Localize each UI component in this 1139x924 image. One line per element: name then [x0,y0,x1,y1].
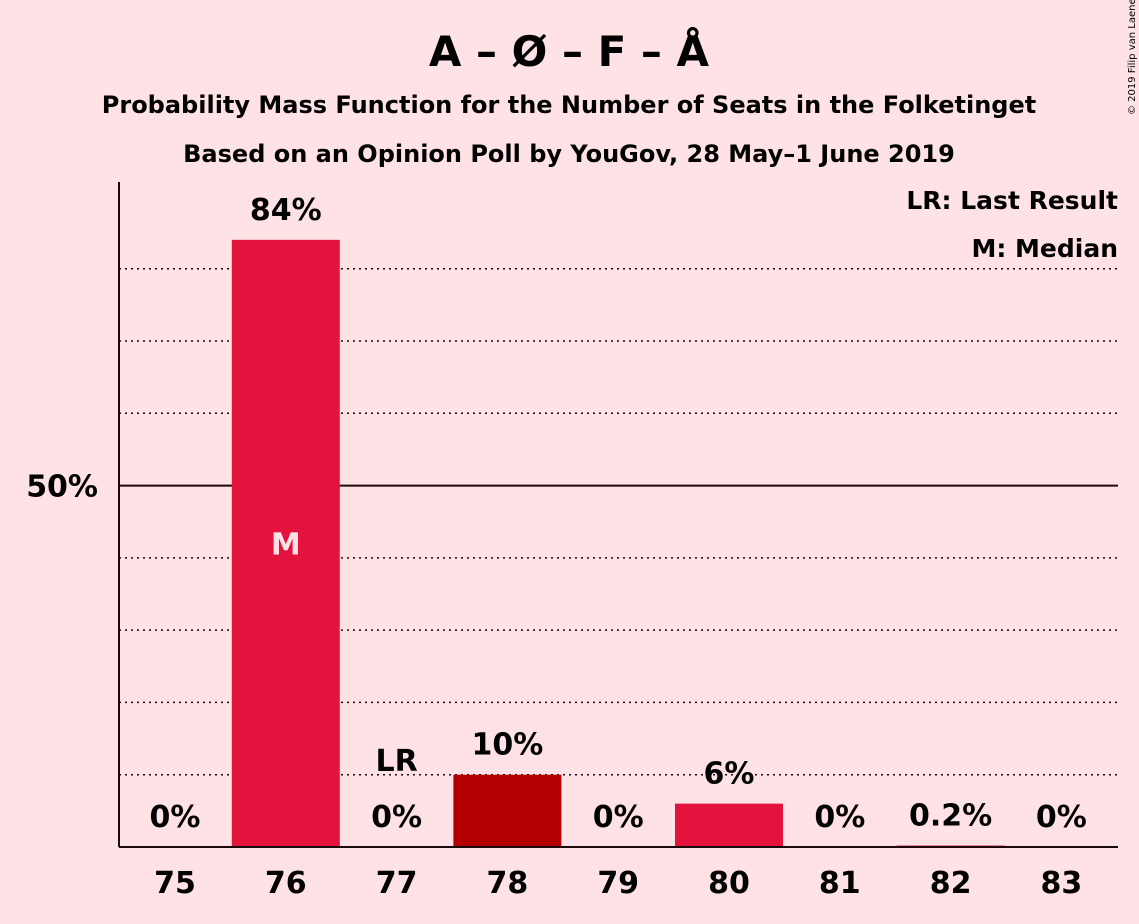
value-label-79: 0% [593,800,644,835]
chart-subtitle-source: Based on an Opinion Poll by YouGov, 28 M… [183,140,955,168]
value-label-75: 0% [150,800,201,835]
y-tick-label: 50% [26,470,98,505]
copyright-note: © 2019 Filip van Laenen [1127,0,1138,115]
x-tick-label-77: 77 [376,866,418,901]
x-tick-label-80: 80 [708,866,750,901]
value-label-80: 6% [704,757,755,792]
value-label-77: 0% [371,800,422,835]
value-label-83: 0% [1036,800,1087,835]
x-tick-label-82: 82 [930,866,972,901]
bar-76 [231,239,340,848]
legend-last-result: LR: Last Result [906,186,1118,215]
value-label-82: 0.2% [909,799,992,834]
bar-78 [453,774,562,847]
x-tick-label-76: 76 [265,866,307,901]
chart-subtitle: Probability Mass Function for the Number… [102,91,1036,119]
bars [231,239,1005,848]
value-labels: 0% 84% M 0% LR 10% 0% 6% 0% 0.2% 0% [150,193,1087,835]
value-label-76: 84% [250,193,322,228]
chart-title: A – Ø – F – Å [429,26,710,76]
axes: 50% 75 76 77 78 79 80 81 82 83 [26,182,1118,901]
median-marker: M [271,527,301,562]
x-tick-label-79: 79 [597,866,639,901]
x-tick-label-78: 78 [487,866,529,901]
x-tick-label-81: 81 [819,866,861,901]
value-label-78: 10% [471,728,543,763]
last-result-marker: LR [375,744,417,779]
x-tick-label-83: 83 [1041,866,1083,901]
bar-80 [675,803,783,847]
legend-median: M: Median [971,234,1118,263]
x-tick-label-75: 75 [154,866,196,901]
value-label-81: 0% [814,800,865,835]
